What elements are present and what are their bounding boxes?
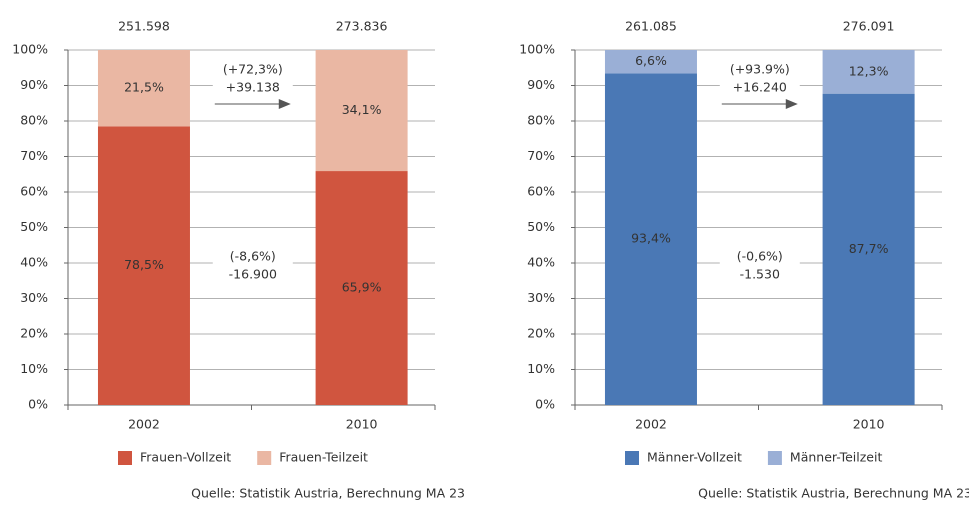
total-label: 251.598 bbox=[118, 19, 170, 34]
legend-label: Männer-Teilzeit bbox=[790, 450, 883, 465]
legend-label: Frauen-Vollzeit bbox=[140, 450, 231, 465]
bar-segment bbox=[315, 50, 408, 172]
annotation-bg bbox=[719, 60, 800, 98]
y-tick-label: 90% bbox=[527, 77, 555, 92]
total-label: 276.091 bbox=[843, 19, 895, 34]
bar-segment bbox=[315, 171, 408, 405]
y-tick-label: 60% bbox=[20, 184, 48, 199]
y-tick-label: 50% bbox=[20, 219, 48, 234]
x-tick-label: 2010 bbox=[853, 417, 885, 432]
y-tick-label: 20% bbox=[527, 326, 555, 341]
y-tick-label: 30% bbox=[527, 290, 555, 305]
annotation: (-0,6%) bbox=[737, 249, 783, 264]
legend-label: Frauen-Teilzeit bbox=[279, 450, 368, 465]
annotation: +16.240 bbox=[733, 80, 787, 95]
annotation: (+93.9%) bbox=[730, 62, 790, 77]
bar-segment bbox=[604, 73, 697, 406]
annotation: (-8,6%) bbox=[230, 249, 276, 264]
y-tick-label: 60% bbox=[527, 184, 555, 199]
legend-swatch bbox=[118, 451, 132, 465]
total-label: 273.836 bbox=[336, 19, 388, 34]
bar-segment bbox=[822, 93, 915, 405]
y-tick-label: 100% bbox=[12, 42, 48, 57]
bar-segment bbox=[822, 50, 915, 94]
bar-segment bbox=[97, 50, 190, 127]
x-tick-label: 2002 bbox=[635, 417, 667, 432]
bar-segment bbox=[604, 50, 697, 74]
y-tick-label: 80% bbox=[527, 113, 555, 128]
annotation-bg bbox=[719, 247, 800, 285]
y-tick-label: 90% bbox=[20, 77, 48, 92]
y-tick-label: 10% bbox=[20, 361, 48, 376]
source: Quelle: Statistik Austria, Berechnung MA… bbox=[191, 486, 465, 501]
y-tick-label: 10% bbox=[527, 361, 555, 376]
legend-label: Männer-Vollzeit bbox=[647, 450, 742, 465]
y-tick-label: 0% bbox=[535, 397, 555, 412]
x-tick-label: 2002 bbox=[128, 417, 160, 432]
value-label: 78,5% bbox=[124, 257, 164, 272]
y-tick-label: 0% bbox=[28, 397, 48, 412]
y-tick-label: 80% bbox=[20, 113, 48, 128]
y-tick-label: 70% bbox=[527, 148, 555, 163]
value-label: 93,4% bbox=[631, 231, 671, 246]
value-label: 6,6% bbox=[635, 53, 667, 68]
value-label: 34,1% bbox=[342, 102, 382, 117]
y-tick-label: 30% bbox=[20, 290, 48, 305]
annotation: -16.900 bbox=[229, 267, 277, 282]
arrow-head bbox=[785, 99, 798, 109]
y-tick-label: 50% bbox=[527, 219, 555, 234]
annotation-bg bbox=[212, 60, 293, 98]
value-label: 12,3% bbox=[849, 63, 889, 78]
annotation: +39.138 bbox=[226, 80, 280, 95]
annotation-bg bbox=[212, 247, 293, 285]
y-tick-label: 20% bbox=[20, 326, 48, 341]
y-tick-label: 40% bbox=[527, 255, 555, 270]
value-label: 21,5% bbox=[124, 80, 164, 95]
legend-swatch bbox=[767, 451, 782, 465]
source: Quelle: Statistik Austria, Berechnung MA… bbox=[698, 486, 969, 501]
legend-swatch bbox=[625, 451, 639, 465]
y-tick-label: 40% bbox=[20, 255, 48, 270]
total-label: 261.085 bbox=[625, 19, 677, 34]
bar-segment bbox=[97, 126, 190, 405]
value-label: 87,7% bbox=[849, 241, 889, 256]
y-tick-label: 100% bbox=[519, 42, 555, 57]
x-tick-label: 2010 bbox=[346, 417, 378, 432]
annotation: -1.530 bbox=[740, 267, 780, 282]
y-tick-label: 70% bbox=[20, 148, 48, 163]
annotation: (+72,3%) bbox=[223, 62, 283, 77]
legend-swatch bbox=[257, 451, 272, 465]
value-label: 65,9% bbox=[342, 280, 382, 295]
arrow-head bbox=[278, 99, 291, 109]
